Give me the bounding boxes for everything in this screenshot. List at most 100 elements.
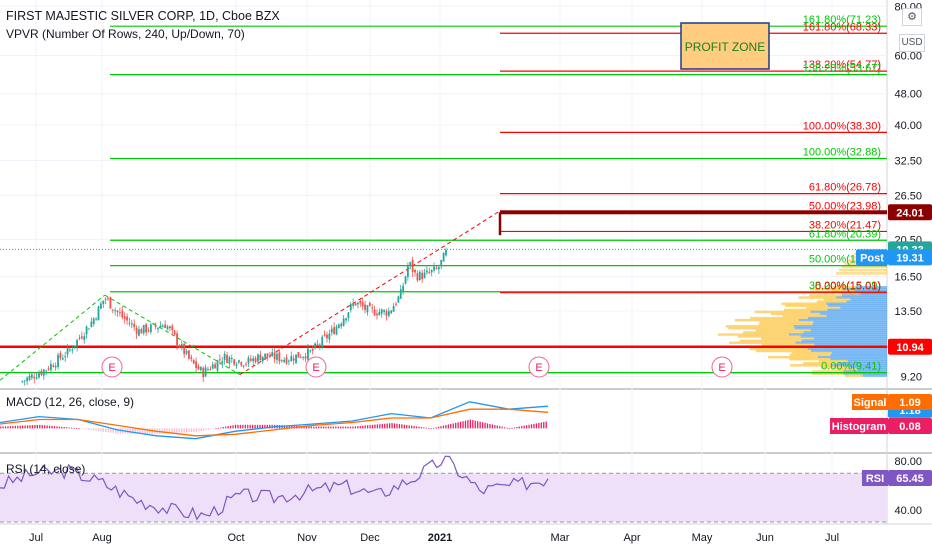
currency-button[interactable]: USD bbox=[899, 34, 925, 52]
candle-body bbox=[176, 333, 178, 345]
macd-histogram-bar bbox=[166, 428, 168, 434]
candle-body bbox=[83, 336, 86, 341]
candle-body bbox=[428, 272, 431, 274]
price-tag-label: 24.01 bbox=[896, 207, 924, 219]
macd-histogram-bar bbox=[428, 428, 430, 429]
macd-histogram-bar bbox=[119, 428, 122, 434]
macd-histogram-bar bbox=[102, 428, 105, 432]
macd-histogram-bar bbox=[286, 425, 288, 429]
candle-body bbox=[104, 298, 107, 300]
macd-histogram-bar bbox=[244, 424, 246, 429]
macd-histogram-bar bbox=[455, 422, 457, 429]
candle-body bbox=[359, 300, 362, 304]
macd-histogram-bar bbox=[357, 426, 359, 429]
volume-profile-down bbox=[791, 351, 832, 355]
macd-histogram-bar bbox=[237, 424, 239, 429]
candle-body bbox=[197, 366, 200, 370]
candle-body bbox=[297, 351, 300, 358]
volume-profile-down bbox=[789, 353, 831, 357]
volume-profile-up bbox=[847, 360, 887, 363]
candle-body bbox=[397, 296, 400, 303]
volume-profile-down bbox=[759, 320, 814, 324]
macd-histogram-bar bbox=[337, 426, 339, 429]
x-tick-label: Aug bbox=[92, 532, 112, 544]
candle-body bbox=[342, 318, 345, 326]
volume-profile-up bbox=[827, 304, 887, 308]
volume-profile-up bbox=[814, 343, 887, 347]
macd-histogram-bar bbox=[193, 428, 195, 433]
candle-body bbox=[309, 350, 312, 352]
fib-level-label: 38.20%(21.47) bbox=[809, 219, 881, 231]
y-tick-label: 60.00 bbox=[894, 51, 922, 63]
candle-body bbox=[38, 373, 40, 378]
gear-icon[interactable]: ⚙ bbox=[902, 8, 922, 26]
volume-profile-down bbox=[811, 372, 844, 375]
volume-profile-up bbox=[827, 308, 887, 312]
candle-body bbox=[330, 328, 333, 333]
candle-body bbox=[249, 358, 252, 361]
macd-histogram-bar bbox=[474, 420, 476, 429]
earnings-marker-label: E bbox=[312, 362, 319, 374]
price-tag bbox=[888, 418, 932, 434]
candle-body bbox=[147, 330, 150, 332]
macd-histogram-bar bbox=[251, 424, 254, 429]
macd-histogram-bar bbox=[352, 426, 354, 429]
earnings-marker-label: E bbox=[535, 362, 542, 374]
signal-name-tag bbox=[852, 394, 888, 410]
vpvr-legend: VPVR (Number Of Rows, 240, Up/Down, 70) bbox=[6, 27, 245, 41]
candle-body bbox=[407, 266, 409, 277]
volume-profile-down bbox=[836, 272, 887, 275]
macd-histogram-bar bbox=[525, 425, 528, 429]
candle-body bbox=[380, 309, 383, 314]
macd-histogram-bar bbox=[188, 428, 190, 433]
volume-profile-up bbox=[819, 312, 887, 316]
fib-level-label: 100.00%(38.30) bbox=[803, 120, 881, 132]
macd-histogram-bar bbox=[19, 425, 21, 429]
candle-body bbox=[185, 350, 188, 354]
candle-body bbox=[97, 306, 100, 321]
candle-body bbox=[276, 353, 278, 360]
signal-line bbox=[0, 408, 549, 437]
volume-profile-down bbox=[734, 318, 799, 322]
macd-histogram-bar bbox=[452, 423, 454, 429]
macd-label-name: MACD bbox=[839, 406, 868, 417]
candle-body bbox=[21, 381, 24, 383]
rsi-band bbox=[0, 473, 887, 522]
macd-histogram-bar bbox=[533, 423, 535, 429]
macd-histogram-bar bbox=[540, 422, 542, 429]
macd-histogram-bar bbox=[22, 425, 24, 429]
macd-histogram-bar bbox=[14, 425, 16, 429]
fib-level-label: 161.80%(68.33) bbox=[803, 21, 881, 33]
volume-profile-up bbox=[830, 357, 887, 361]
candle-body bbox=[47, 368, 50, 370]
candle-body bbox=[357, 302, 359, 305]
macd-histogram-bar bbox=[315, 426, 317, 429]
volume-profile-up bbox=[812, 323, 887, 326]
volume-profile-down bbox=[754, 310, 811, 314]
volume-profile-down bbox=[770, 312, 820, 316]
candle-body bbox=[76, 339, 78, 347]
volume-profile-down bbox=[806, 306, 841, 310]
volume-profile-down bbox=[839, 268, 887, 272]
x-tick-label: May bbox=[692, 532, 713, 544]
macd-histogram-bar bbox=[58, 426, 61, 429]
x-tick-label: Dec bbox=[360, 532, 380, 544]
macd-histogram-bar bbox=[161, 428, 163, 434]
volume-profile-down bbox=[836, 368, 858, 371]
candle-body bbox=[33, 376, 36, 379]
candle-body bbox=[164, 324, 167, 328]
fib-level-label: 38.20%(15.09) bbox=[809, 280, 881, 292]
rsi-line bbox=[0, 455, 549, 521]
y-tick-label: 9.20 bbox=[901, 371, 922, 383]
volume-profile-up bbox=[831, 351, 887, 355]
volume-profile-up bbox=[810, 329, 887, 332]
macd-histogram-bar bbox=[137, 428, 139, 434]
volume-profile-up bbox=[810, 310, 887, 314]
macd-histogram-bar bbox=[366, 425, 369, 429]
macd-histogram-bar bbox=[518, 426, 520, 429]
macd-histogram-bar bbox=[430, 428, 432, 430]
volume-profile-down bbox=[725, 325, 794, 328]
candle-body bbox=[404, 276, 407, 284]
candle-body bbox=[421, 272, 424, 280]
